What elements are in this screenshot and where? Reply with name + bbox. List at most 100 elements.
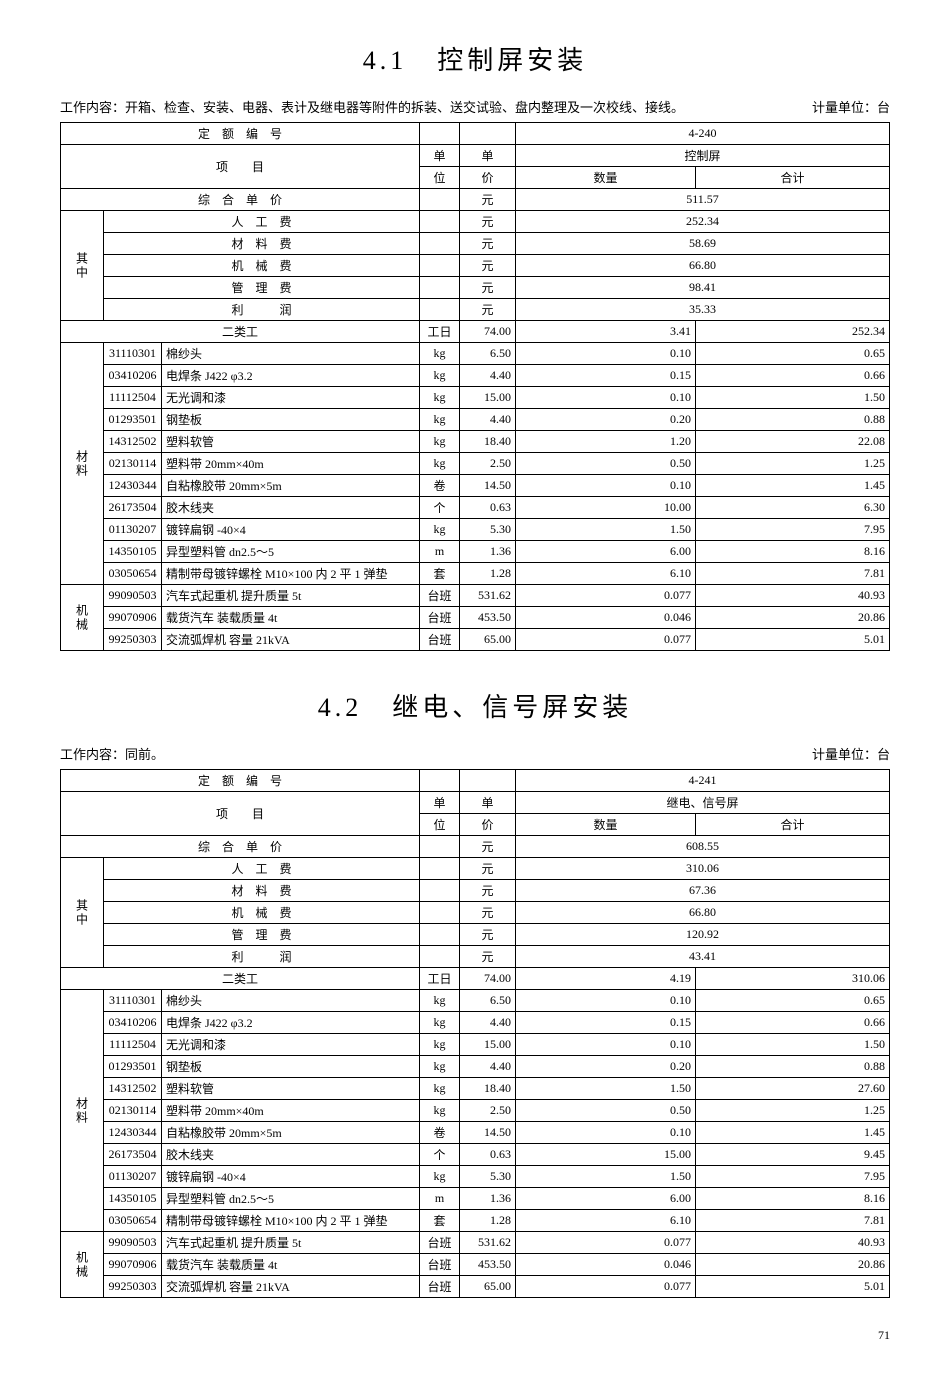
material-price: 14.50	[460, 1122, 516, 1144]
product-name: 继电、信号屏	[516, 792, 890, 814]
labor-unit: 工日	[420, 321, 460, 343]
machine-price: 531.62	[460, 585, 516, 607]
machine-code: 99250303	[104, 629, 162, 651]
machine-row: 99070906 载货汽车 装载质量 4t 台班 453.50 0.046 20…	[61, 607, 890, 629]
machine-qty: 0.077	[516, 629, 696, 651]
machine-price: 453.50	[460, 1254, 516, 1276]
material-code: 14312502	[104, 1078, 162, 1100]
material-total: 8.16	[696, 1188, 890, 1210]
header-item: 项 目	[61, 145, 420, 189]
material-price: 15.00	[460, 387, 516, 409]
material-qty: 0.10	[516, 990, 696, 1012]
comp-price-label: 综 合 单 价	[61, 189, 420, 211]
material-total: 1.45	[696, 475, 890, 497]
labor-total: 310.06	[696, 968, 890, 990]
material-name: 无光调和漆	[162, 387, 420, 409]
cost-label: 利 润	[104, 946, 420, 968]
material-total: 22.08	[696, 431, 890, 453]
comp-price-yuan: 元	[460, 836, 516, 858]
section1-work-desc: 工作内容：开箱、检查、安装、电器、表计及继电器等附件的拆装、送交试验、盘内整理及…	[60, 97, 890, 116]
comp-price-value: 608.55	[516, 836, 890, 858]
machine-qty: 0.077	[516, 1276, 696, 1298]
material-code: 12430344	[104, 475, 162, 497]
material-code: 31110301	[104, 343, 162, 365]
material-price: 4.40	[460, 409, 516, 431]
machine-total: 20.86	[696, 607, 890, 629]
material-code: 03410206	[104, 365, 162, 387]
material-code: 26173504	[104, 1144, 162, 1166]
cost-yuan: 元	[460, 233, 516, 255]
material-code: 03050654	[104, 1210, 162, 1232]
material-qty: 1.50	[516, 1078, 696, 1100]
material-code: 03410206	[104, 1012, 162, 1034]
material-total: 0.88	[696, 409, 890, 431]
material-unit: kg	[420, 1078, 460, 1100]
material-unit: kg	[420, 1166, 460, 1188]
header-price-1: 单	[460, 792, 516, 814]
labor-name: 二类工	[61, 968, 420, 990]
material-qty: 0.10	[516, 475, 696, 497]
material-group-label: 材料	[61, 343, 104, 585]
material-total: 0.88	[696, 1056, 890, 1078]
cost-unit	[420, 255, 460, 277]
material-total: 7.81	[696, 563, 890, 585]
material-total: 0.66	[696, 365, 890, 387]
machine-price: 453.50	[460, 607, 516, 629]
material-qty: 15.00	[516, 1144, 696, 1166]
cost-yuan: 元	[460, 255, 516, 277]
machine-total: 40.93	[696, 585, 890, 607]
material-qty: 0.20	[516, 409, 696, 431]
material-price: 1.36	[460, 1188, 516, 1210]
work-desc-label: 工作内容：	[60, 100, 125, 115]
material-total: 1.50	[696, 1034, 890, 1056]
page-number: 71	[60, 1328, 890, 1343]
machine-unit: 台班	[420, 629, 460, 651]
product-name: 控制屏	[516, 145, 890, 167]
material-name: 胶木线夹	[162, 1144, 420, 1166]
material-name: 塑料带 20mm×40m	[162, 453, 420, 475]
labor-price: 74.00	[460, 968, 516, 990]
material-row: 03050654 精制带母镀锌螺栓 M10×100 内 2 平 1 弹垫 套 1…	[61, 1210, 890, 1232]
machine-total: 20.86	[696, 1254, 890, 1276]
cost-yuan: 元	[460, 858, 516, 880]
header-unit-1: 单	[420, 145, 460, 167]
material-price: 5.30	[460, 1166, 516, 1188]
cost-unit	[420, 880, 460, 902]
comp-price-unit	[420, 836, 460, 858]
material-row: 02130114 塑料带 20mm×40m kg 2.50 0.50 1.25	[61, 1100, 890, 1122]
material-name: 精制带母镀锌螺栓 M10×100 内 2 平 1 弹垫	[162, 563, 420, 585]
material-name: 棉纱头	[162, 343, 420, 365]
header-price-1: 单	[460, 145, 516, 167]
work-desc-label: 工作内容：	[60, 747, 125, 762]
material-price: 1.28	[460, 563, 516, 585]
material-row: 03410206 电焊条 J422 φ3.2 kg 4.40 0.15 0.66	[61, 365, 890, 387]
material-name: 塑料带 20mm×40m	[162, 1100, 420, 1122]
machine-qty: 0.077	[516, 1232, 696, 1254]
comp-price-label: 综 合 单 价	[61, 836, 420, 858]
header-price-1	[460, 770, 516, 792]
cost-yuan: 元	[460, 277, 516, 299]
material-total: 1.25	[696, 453, 890, 475]
material-row: 01293501 钢垫板 kg 4.40 0.20 0.88	[61, 409, 890, 431]
machine-code: 99090503	[104, 1232, 162, 1254]
labor-unit: 工日	[420, 968, 460, 990]
quota-code: 4-240	[516, 123, 890, 145]
material-unit: m	[420, 541, 460, 563]
material-code: 14350105	[104, 541, 162, 563]
material-price: 18.40	[460, 1078, 516, 1100]
material-row: 12430344 自粘橡胶带 20mm×5m 卷 14.50 0.10 1.45	[61, 475, 890, 497]
material-unit: kg	[420, 1056, 460, 1078]
material-unit: kg	[420, 387, 460, 409]
machine-row: 99070906 载货汽车 装载质量 4t 台班 453.50 0.046 20…	[61, 1254, 890, 1276]
header-quota-no: 定 额 编 号	[61, 770, 420, 792]
machine-row: 机械99090503 汽车式起重机 提升质量 5t 台班 531.62 0.07…	[61, 585, 890, 607]
material-unit: 套	[420, 563, 460, 585]
cost-unit	[420, 211, 460, 233]
machine-unit: 台班	[420, 1276, 460, 1298]
material-qty: 0.10	[516, 387, 696, 409]
labor-name: 二类工	[61, 321, 420, 343]
material-unit: kg	[420, 431, 460, 453]
material-total: 8.16	[696, 541, 890, 563]
material-row: 01130207 镀锌扁钢 -40×4 kg 5.30 1.50 7.95	[61, 1166, 890, 1188]
cost-value: 58.69	[516, 233, 890, 255]
